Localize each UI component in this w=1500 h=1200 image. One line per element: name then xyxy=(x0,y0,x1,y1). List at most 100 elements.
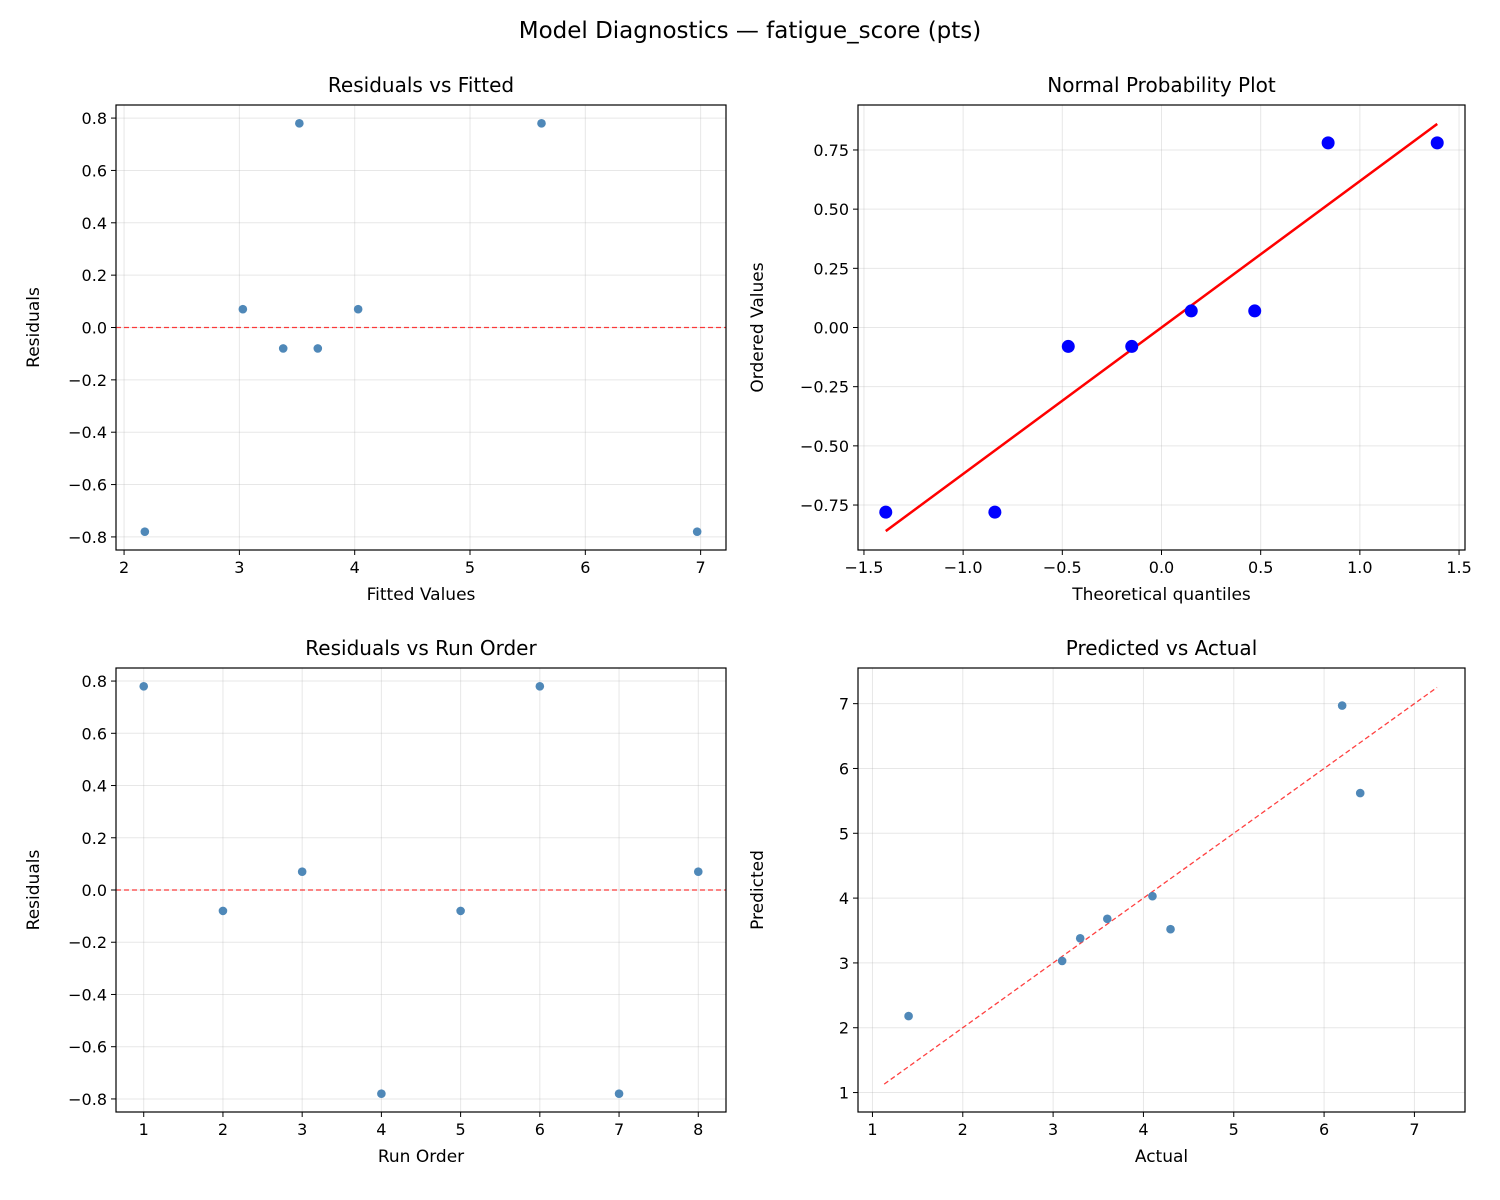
data-point xyxy=(1430,136,1444,150)
y-tick-label: 2 xyxy=(839,1019,849,1038)
y-tick-label: 0.50 xyxy=(813,200,849,219)
data-point xyxy=(1355,788,1365,798)
x-tick-label: 3 xyxy=(297,1120,307,1139)
data-point xyxy=(1148,891,1157,901)
y-tick-label: −0.6 xyxy=(68,476,107,495)
subplot-3: 1 2 3 4 5 6 7 8 −0.8 −0.6 −0.4 −0.2 0.0 0.2 0.4 0.6 0.8 R… xyxy=(24,636,727,1167)
x-tick-label: 7 xyxy=(614,1120,624,1139)
x-tick-label: 5 xyxy=(1229,1120,1239,1139)
y-tick-label: 3 xyxy=(839,954,849,973)
x-tick-label: 2 xyxy=(218,1120,228,1139)
data-point xyxy=(238,304,248,314)
y-tick-label: 0.6 xyxy=(82,161,107,180)
x-tick-label: −1.5 xyxy=(845,558,884,577)
subplot-title: Residuals vs Run Order xyxy=(305,636,537,660)
axes-frame xyxy=(115,667,727,1113)
x-tick-label: 6 xyxy=(580,558,590,577)
reference-line xyxy=(885,122,1438,533)
y-tick-label: −0.2 xyxy=(68,371,107,390)
y-tick-label: −0.50 xyxy=(800,437,849,456)
x-tick-label: 3 xyxy=(1048,1120,1058,1139)
subplot-2: −1.5 −1.0 −0.5 0.0 0.5 1.0 1.5 −0.75 −0.50 −0.25 0… xyxy=(748,73,1472,605)
data-point xyxy=(1075,933,1085,943)
data-point xyxy=(295,119,304,128)
x-tick-label: 7 xyxy=(696,558,706,577)
y-tick-label: −0.8 xyxy=(68,1090,107,1109)
x-tick-label: 1.5 xyxy=(1446,558,1471,577)
y-tick-label: 6 xyxy=(839,759,849,778)
x-tick-label: 1 xyxy=(867,1120,877,1139)
x-tick-label: 0.5 xyxy=(1248,558,1273,577)
subplot-4: 1 2 3 4 5 6 7 1 2 3 4 5 6 7 Predicted vs Actual Actual P… xyxy=(748,636,1466,1167)
y-tick-label: 0.2 xyxy=(82,266,107,285)
data-point xyxy=(1103,914,1112,924)
axes-frame xyxy=(857,667,1466,1113)
data-point xyxy=(353,304,363,314)
x-axis-label: Fitted Values xyxy=(367,585,476,605)
subplot-title: Residuals vs Fitted xyxy=(328,73,514,97)
x-tick-label: 6 xyxy=(535,1120,545,1139)
y-tick-label: 0.00 xyxy=(813,319,849,338)
y-tick-label: 0.6 xyxy=(82,724,107,743)
y-tick-label: 5 xyxy=(839,824,849,843)
data-point xyxy=(904,1011,913,1021)
y-tick-label: 0.25 xyxy=(813,259,849,278)
y-tick-label: −0.4 xyxy=(68,423,107,442)
subplot-1: 2 3 4 5 6 7 −0.8 −0.6 −0.4 −0.2 0.0 0.2 0.4 0.6 0.8 Res… xyxy=(24,73,727,605)
data-point xyxy=(297,867,307,877)
x-tick-label: 4 xyxy=(1138,1120,1148,1139)
y-tick-label: 0.0 xyxy=(82,319,107,338)
data-point xyxy=(614,1089,624,1099)
figure-title: Model Diagnostics — fatigue_score (pts) xyxy=(518,18,982,44)
data-point xyxy=(139,681,149,691)
y-axis-label: Predicted xyxy=(748,850,768,930)
reference-line xyxy=(883,686,1438,1085)
x-tick-label: 6 xyxy=(1319,1120,1329,1139)
y-tick-label: 0.8 xyxy=(82,109,107,128)
data-point xyxy=(456,906,465,916)
data-point xyxy=(1125,339,1139,353)
data-point xyxy=(313,344,323,353)
x-tick-label: −1.0 xyxy=(944,558,983,577)
x-tick-label: 1 xyxy=(139,1120,149,1139)
y-tick-label: 7 xyxy=(839,695,849,714)
y-tick-label: 0.75 xyxy=(813,141,849,160)
y-tick-label: −0.2 xyxy=(68,933,107,952)
data-point xyxy=(1061,339,1075,353)
y-tick-label: −0.25 xyxy=(800,378,849,397)
data-point xyxy=(537,119,546,128)
data-point xyxy=(1184,304,1198,318)
axes-frame xyxy=(857,104,1466,551)
x-tick-label: 3 xyxy=(234,558,244,577)
y-axis-label: Ordered Values xyxy=(748,262,768,392)
subplot-title: Normal Probability Plot xyxy=(1047,73,1276,97)
x-tick-label: 1.0 xyxy=(1347,558,1372,577)
data-point xyxy=(692,527,702,536)
data-point xyxy=(140,527,150,536)
subplot-title: Predicted vs Actual xyxy=(1066,636,1258,660)
x-tick-label: −0.5 xyxy=(1043,558,1082,577)
data-point xyxy=(535,681,545,691)
y-tick-label: 0.2 xyxy=(82,829,107,848)
axes-frame xyxy=(115,104,727,551)
x-tick-label: 2 xyxy=(958,1120,968,1139)
y-tick-label: 0.4 xyxy=(82,777,107,796)
y-tick-label: 1 xyxy=(839,1084,849,1103)
y-tick-label: −0.4 xyxy=(68,985,107,1004)
x-tick-label: 5 xyxy=(456,1120,466,1139)
y-tick-label: −0.6 xyxy=(68,1038,107,1057)
data-point xyxy=(988,505,1002,519)
x-tick-label: 8 xyxy=(693,1120,703,1139)
y-axis-label: Residuals xyxy=(24,850,44,931)
data-point xyxy=(1248,304,1262,318)
data-point xyxy=(278,344,288,353)
x-tick-label: 4 xyxy=(376,1120,386,1139)
data-point xyxy=(377,1089,386,1099)
data-point xyxy=(218,906,228,916)
x-tick-label: 2 xyxy=(119,558,129,577)
data-point xyxy=(1321,136,1335,150)
y-tick-label: −0.8 xyxy=(68,528,107,547)
x-axis-label: Run Order xyxy=(378,1147,464,1167)
